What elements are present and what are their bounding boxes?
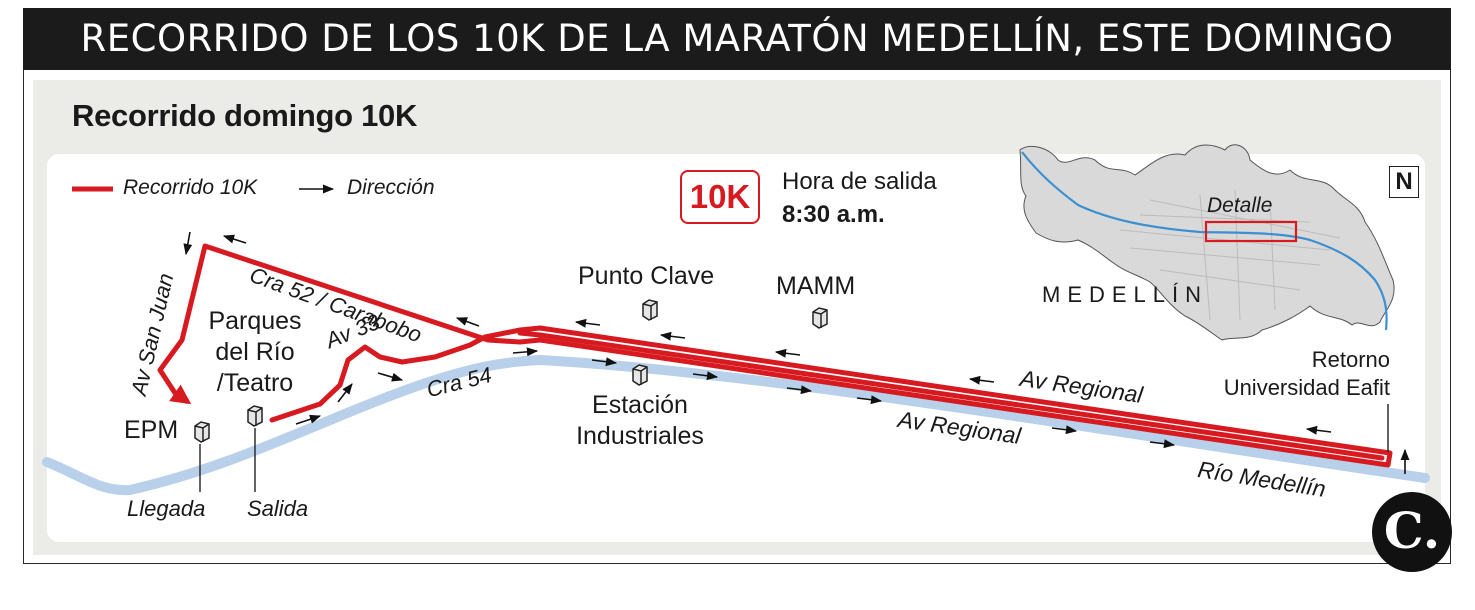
direction-arrow [856,395,883,405]
direction-arrow [337,383,353,403]
epm-building-icon [194,421,210,443]
punto-clave-building-icon [642,299,658,321]
north-indicator-icon: N [1389,166,1419,198]
header-title: RECORRIDO DE LOS 10K DE LA MARATÓN MEDEL… [23,8,1451,70]
direction-arrow [295,414,322,425]
landmark-icons [194,299,828,443]
direction-arrow [1305,425,1332,435]
map-subtitle: Recorrido domingo 10K [72,98,418,133]
route-finish-arrow [169,384,192,405]
direction-arrow [786,385,813,395]
start-time-label: Hora de salida [782,168,937,195]
place-mamm: MAMM [776,272,856,300]
inset-river [1021,151,1388,331]
direction-arrow [591,357,618,367]
inset-detail-label: Detalle [1207,194,1273,217]
marker-salida: Salida [247,496,309,521]
direction-arrow [692,371,719,381]
inset-city-label: MEDELLÍN [1042,282,1209,307]
direction-arrow [659,331,686,341]
river-medellin [42,354,1430,496]
direction-arrow [1051,425,1078,435]
legend-route-label: Recorrido 10K [123,176,258,199]
distance-badge: 10K [680,170,760,224]
start-time-value: 8:30 a.m. [782,201,885,228]
estacion-building-icon [632,364,648,386]
place-estacion-industriales: Estación Industriales [576,391,704,450]
publisher-logo: C. [1372,492,1452,572]
inset-map [1019,144,1395,341]
direction-arrow [1149,439,1176,449]
inset-detail-box [1204,220,1298,243]
direction-arrows [183,231,1410,474]
direction-arrow [774,348,801,358]
direction-arrow [222,234,247,244]
route-loop-inner [517,330,1385,461]
place-punto-clave: Punto Clave [578,262,715,290]
marker-llegada: Llegada [127,496,206,521]
direction-arrow [968,375,995,385]
direction-arrow [455,317,480,327]
inset-city-shape [1019,144,1395,341]
direction-arrow [512,347,539,357]
route-main-loop [157,243,1393,468]
mamm-building-icon [812,307,828,329]
legend-direction-label: Dirección [347,176,435,199]
place-parques-del-rio: Parques del Río /Teatro [208,307,302,397]
parques-building-icon [247,405,263,427]
direction-arrow [574,318,601,328]
direction-arrow [377,372,404,382]
direction-arrow [183,231,193,256]
place-retorno-eafit: Retorno Universidad Eafit [1223,347,1390,400]
place-epm: EPM [124,416,179,444]
route-10k [157,243,1393,468]
